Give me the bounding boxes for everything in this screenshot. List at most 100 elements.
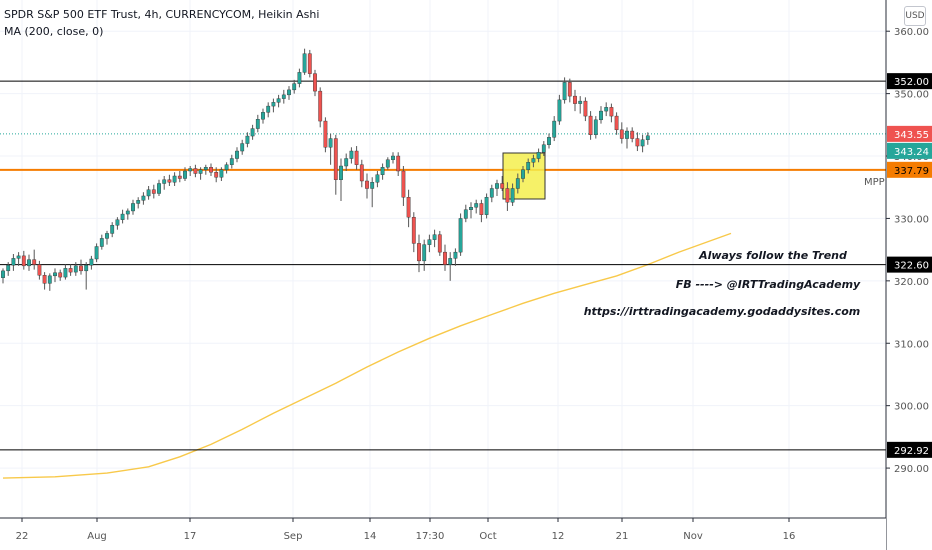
- candle: [302, 48, 307, 75]
- candle: [203, 164, 208, 175]
- candle-body: [333, 138, 338, 180]
- candle-body: [141, 195, 146, 201]
- level-price-tag: 292.92: [894, 446, 929, 457]
- candle: [510, 183, 515, 206]
- candle: [255, 114, 260, 133]
- candle: [432, 229, 437, 248]
- currency-button[interactable]: USD: [904, 6, 926, 26]
- x-tick-label: 12: [552, 531, 565, 542]
- candle: [380, 163, 385, 180]
- candle-body: [224, 164, 229, 170]
- candle: [42, 272, 47, 290]
- candle-body: [58, 272, 63, 278]
- candle: [469, 202, 473, 219]
- candle: [167, 174, 172, 186]
- close-price-tag-bg: [887, 125, 932, 142]
- candle: [333, 134, 338, 195]
- candle: [385, 157, 390, 170]
- candle-body: [94, 246, 99, 260]
- candle-body: [344, 158, 349, 167]
- x-tick-label: Oct: [479, 531, 496, 542]
- candle-body: [349, 150, 354, 159]
- candle: [141, 192, 146, 205]
- close-price-tag: 343.55: [894, 130, 929, 141]
- candle-body: [370, 182, 375, 189]
- candle: [240, 139, 245, 155]
- symbol-title: SPDR S&P 500 ETF Trust, 4h, CURRENCYCOM,…: [4, 8, 320, 21]
- candle-body: [479, 203, 484, 215]
- candle-body: [458, 218, 463, 253]
- candle-body: [526, 162, 531, 170]
- candle-body: [115, 219, 120, 226]
- candle: [422, 239, 427, 271]
- candle-body: [245, 135, 250, 144]
- candle: [588, 111, 593, 140]
- candle: [162, 175, 167, 190]
- candle-body: [110, 225, 115, 234]
- x-tick-label: Aug: [87, 531, 107, 542]
- candle: [573, 89, 577, 112]
- candle: [297, 68, 302, 88]
- candle-body: [339, 165, 343, 180]
- candle-body: [604, 107, 609, 112]
- candle: [552, 116, 557, 142]
- candle-body: [99, 238, 104, 247]
- level-price-tag-bg: [887, 441, 932, 458]
- candle-body: [219, 169, 224, 178]
- candle: [645, 132, 650, 145]
- candle-body: [562, 82, 567, 101]
- candle: [136, 197, 141, 209]
- candle-body: [474, 203, 479, 208]
- annotation-website: https://irttradingacademy.godaddysites.c…: [584, 305, 861, 318]
- candle-body: [354, 150, 359, 165]
- candle: [541, 141, 546, 157]
- candle: [37, 260, 42, 280]
- candle: [229, 154, 234, 169]
- candle-body: [411, 216, 416, 244]
- candle-body: [567, 82, 572, 97]
- candle-body: [136, 200, 141, 204]
- candle-body: [188, 168, 193, 172]
- candle-body: [422, 244, 427, 262]
- candle: [578, 96, 583, 114]
- candle-body: [417, 243, 421, 262]
- candle: [151, 184, 156, 199]
- candle-body: [489, 188, 494, 198]
- candle-body: [625, 130, 629, 139]
- candle: [526, 158, 531, 174]
- candle-body: [365, 180, 369, 189]
- candle: [474, 199, 479, 214]
- candle: [32, 249, 37, 270]
- x-tick-label: 21: [616, 531, 629, 542]
- candle: [214, 167, 219, 183]
- candle-body: [328, 138, 333, 148]
- candle-body: [209, 167, 213, 173]
- candle: [287, 86, 291, 100]
- candle: [463, 204, 468, 223]
- candle-body: [541, 144, 546, 153]
- candle: [323, 117, 328, 153]
- candle-body: [469, 206, 473, 210]
- candle: [188, 166, 193, 176]
- candle: [99, 234, 104, 250]
- candle-body: [521, 169, 525, 179]
- candle-body: [203, 167, 208, 170]
- candle: [339, 158, 343, 201]
- candle-body: [6, 265, 11, 272]
- candle-body: [287, 89, 291, 96]
- candle-body: [146, 189, 151, 197]
- candle-body: [448, 258, 453, 265]
- candle-body: [281, 94, 286, 99]
- candle-body: [151, 189, 156, 194]
- candle: [245, 132, 250, 148]
- candle-body: [235, 150, 239, 159]
- candle: [84, 262, 89, 290]
- candle: [313, 69, 317, 97]
- candle: [53, 268, 57, 283]
- candle: [183, 167, 187, 181]
- candle-body: [11, 258, 16, 266]
- x-axis-bg: [0, 518, 886, 550]
- candle-body: [645, 135, 650, 140]
- candle: [172, 172, 177, 186]
